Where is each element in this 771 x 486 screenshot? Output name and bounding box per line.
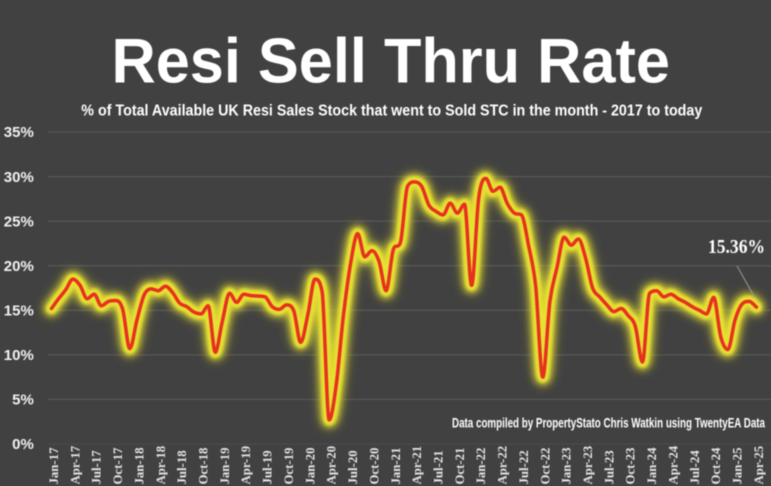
svg-text:Jan-17: Jan-17: [47, 447, 61, 485]
svg-text:Jan-24: Jan-24: [645, 447, 659, 485]
svg-text:20%: 20%: [4, 258, 34, 275]
svg-text:Jul-17: Jul-17: [90, 450, 104, 485]
svg-text:Jul-18: Jul-18: [175, 450, 189, 484]
svg-text:Jan-20: Jan-20: [303, 448, 317, 485]
svg-text:25%: 25%: [4, 213, 34, 230]
svg-text:Jan-25: Jan-25: [731, 448, 745, 485]
svg-text:30%: 30%: [4, 169, 34, 186]
svg-text:Jan-22: Jan-22: [474, 448, 488, 485]
svg-text:Oct-20: Oct-20: [367, 448, 381, 485]
svg-text:Jan-21: Jan-21: [389, 448, 403, 485]
svg-text:35%: 35%: [4, 124, 34, 141]
svg-text:Data compiled by PropertyStato: Data compiled by PropertyStato Chris Wat…: [452, 415, 765, 431]
svg-text:Oct-19: Oct-19: [282, 448, 296, 485]
svg-text:Apr-18: Apr-18: [154, 446, 168, 485]
svg-text:Apr-17: Apr-17: [68, 445, 82, 484]
svg-text:Jan-18: Jan-18: [132, 448, 146, 485]
svg-text:15.36%: 15.36%: [708, 237, 765, 258]
svg-text:% of Total Available UK Resi S: % of Total Available UK Resi Sales Stock…: [81, 103, 702, 120]
svg-text:Jul-21: Jul-21: [432, 450, 446, 484]
svg-text:Apr-19: Apr-19: [239, 446, 253, 485]
svg-text:Oct-23: Oct-23: [624, 448, 638, 485]
svg-text:Oct-18: Oct-18: [197, 448, 211, 485]
svg-text:Jan-23: Jan-23: [560, 448, 574, 485]
svg-text:5%: 5%: [12, 392, 34, 409]
svg-text:Apr-25: Apr-25: [752, 446, 766, 485]
svg-text:Apr-24: Apr-24: [666, 445, 680, 484]
svg-text:15%: 15%: [4, 303, 34, 320]
svg-text:0%: 0%: [12, 436, 34, 453]
svg-text:Jan-19: Jan-19: [218, 448, 232, 485]
svg-text:Apr-23: Apr-23: [581, 446, 595, 485]
svg-text:Oct-21: Oct-21: [453, 448, 467, 485]
svg-text:Oct-22: Oct-22: [538, 448, 552, 485]
svg-text:Jul-22: Jul-22: [517, 450, 531, 484]
svg-text:Apr-20: Apr-20: [325, 446, 339, 485]
svg-text:Oct-24: Oct-24: [709, 447, 723, 485]
svg-text:Resi Sell Thru Rate: Resi Sell Thru Rate: [111, 26, 670, 96]
svg-text:Jul-23: Jul-23: [602, 450, 616, 484]
svg-text:Apr-22: Apr-22: [496, 446, 510, 485]
svg-text:Apr-21: Apr-21: [410, 446, 424, 485]
svg-text:Jul-19: Jul-19: [261, 450, 275, 484]
svg-text:Jul-20: Jul-20: [346, 450, 360, 484]
svg-text:10%: 10%: [4, 347, 34, 364]
svg-text:Oct-17: Oct-17: [111, 447, 125, 485]
svg-text:Jul-24: Jul-24: [688, 450, 702, 485]
